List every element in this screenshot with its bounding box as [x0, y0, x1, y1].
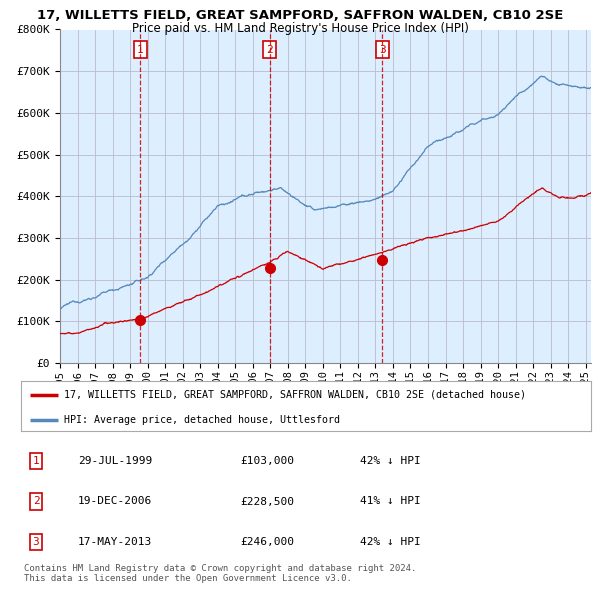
Text: 1: 1 [137, 44, 143, 54]
Text: 42% ↓ HPI: 42% ↓ HPI [360, 457, 421, 466]
Text: 17-MAY-2013: 17-MAY-2013 [78, 537, 152, 546]
Text: 42% ↓ HPI: 42% ↓ HPI [360, 537, 421, 546]
Text: This data is licensed under the Open Government Licence v3.0.: This data is licensed under the Open Gov… [24, 574, 352, 583]
Text: 19-DEC-2006: 19-DEC-2006 [78, 497, 152, 506]
Text: 3: 3 [379, 44, 385, 54]
Text: 3: 3 [32, 537, 40, 546]
Text: 2: 2 [266, 44, 273, 54]
Text: 29-JUL-1999: 29-JUL-1999 [78, 457, 152, 466]
Text: 17, WILLETTS FIELD, GREAT SAMPFORD, SAFFRON WALDEN, CB10 2SE: 17, WILLETTS FIELD, GREAT SAMPFORD, SAFF… [37, 9, 563, 22]
Text: HPI: Average price, detached house, Uttlesford: HPI: Average price, detached house, Uttl… [64, 415, 340, 425]
Text: £103,000: £103,000 [240, 457, 294, 466]
Text: £246,000: £246,000 [240, 537, 294, 546]
Text: 41% ↓ HPI: 41% ↓ HPI [360, 497, 421, 506]
Text: 17, WILLETTS FIELD, GREAT SAMPFORD, SAFFRON WALDEN, CB10 2SE (detached house): 17, WILLETTS FIELD, GREAT SAMPFORD, SAFF… [64, 389, 526, 399]
Text: Price paid vs. HM Land Registry's House Price Index (HPI): Price paid vs. HM Land Registry's House … [131, 22, 469, 35]
Text: £228,500: £228,500 [240, 497, 294, 506]
Text: Contains HM Land Registry data © Crown copyright and database right 2024.: Contains HM Land Registry data © Crown c… [24, 565, 416, 573]
Text: 2: 2 [32, 497, 40, 506]
Text: 1: 1 [32, 457, 40, 466]
